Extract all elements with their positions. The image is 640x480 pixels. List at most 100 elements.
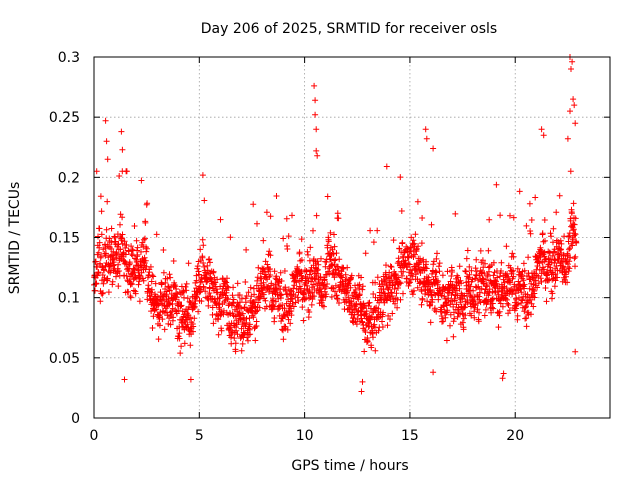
data-points (91, 54, 580, 395)
data-point (234, 331, 241, 338)
data-point (504, 300, 511, 307)
data-point (423, 265, 430, 272)
data-point (359, 378, 366, 385)
data-point (409, 273, 416, 280)
data-point (123, 168, 130, 175)
data-point (478, 285, 485, 292)
data-point (205, 302, 212, 309)
data-point (258, 275, 265, 282)
data-point (232, 348, 239, 355)
data-point (455, 274, 461, 281)
data-point (375, 327, 382, 334)
data-point (520, 260, 527, 267)
data-point (97, 193, 104, 200)
data-point (199, 172, 206, 179)
data-point (359, 286, 366, 293)
data-point (528, 311, 534, 318)
data-point (482, 306, 489, 313)
data-point (389, 310, 396, 317)
data-point (298, 236, 305, 243)
data-point (453, 301, 460, 308)
data-point (418, 240, 425, 247)
data-point (267, 272, 274, 278)
data-point (170, 314, 177, 321)
data-point (402, 260, 409, 266)
data-point (236, 292, 243, 298)
data-point (122, 251, 129, 258)
data-point (558, 240, 565, 247)
data-point (310, 227, 316, 234)
data-point (436, 260, 443, 267)
data-point (497, 300, 504, 307)
data-point (199, 236, 206, 243)
data-point (182, 283, 189, 290)
data-point (512, 305, 519, 312)
data-point (239, 340, 246, 347)
data-point (159, 316, 166, 323)
data-point (371, 321, 378, 328)
data-point (474, 306, 481, 313)
data-point (147, 263, 154, 270)
data-point (148, 286, 155, 293)
data-point (228, 340, 235, 347)
data-point (366, 299, 373, 306)
data-point (245, 289, 252, 296)
data-point (481, 270, 488, 277)
data-point (310, 281, 317, 288)
data-point (273, 193, 280, 199)
data-point (472, 275, 479, 282)
data-point (200, 260, 207, 266)
data-point (521, 308, 528, 315)
data-point (214, 276, 221, 283)
data-point (157, 289, 164, 296)
data-point (138, 248, 144, 255)
y-tick-label: 0.05 (49, 351, 80, 367)
data-point (566, 230, 573, 237)
data-point (99, 290, 106, 297)
data-point (423, 258, 430, 265)
data-point (125, 289, 132, 295)
data-point (312, 111, 319, 118)
data-point (130, 287, 137, 294)
data-point (119, 231, 126, 238)
data-point (267, 252, 274, 259)
data-point (368, 344, 375, 351)
data-point (223, 279, 230, 286)
data-point (356, 291, 363, 298)
data-point (282, 287, 289, 294)
data-point (566, 258, 573, 265)
data-point (357, 312, 364, 319)
data-point (493, 181, 500, 188)
data-point (280, 235, 287, 242)
data-point (178, 343, 185, 350)
data-point (270, 297, 277, 304)
data-point (370, 334, 376, 341)
data-point (257, 293, 264, 300)
data-point (462, 268, 469, 274)
data-point (364, 338, 371, 345)
data-point (207, 259, 213, 266)
data-point (253, 318, 260, 325)
data-point (115, 283, 122, 290)
data-point (104, 275, 111, 282)
data-point (529, 274, 536, 281)
data-point (370, 291, 377, 297)
data-point (471, 314, 478, 321)
data-point (153, 231, 160, 238)
data-point (499, 303, 506, 310)
data-point (387, 263, 394, 270)
data-point (455, 304, 462, 311)
data-point (387, 316, 393, 323)
data-point (108, 225, 115, 232)
data-point (314, 152, 321, 159)
data-point (527, 296, 534, 303)
data-point (465, 274, 472, 281)
data-point (156, 312, 163, 318)
data-point (518, 289, 525, 296)
data-point (414, 284, 421, 291)
data-point (99, 263, 106, 270)
data-point (512, 290, 519, 297)
data-point (466, 263, 473, 270)
data-point (428, 221, 435, 228)
data-point (450, 333, 457, 340)
